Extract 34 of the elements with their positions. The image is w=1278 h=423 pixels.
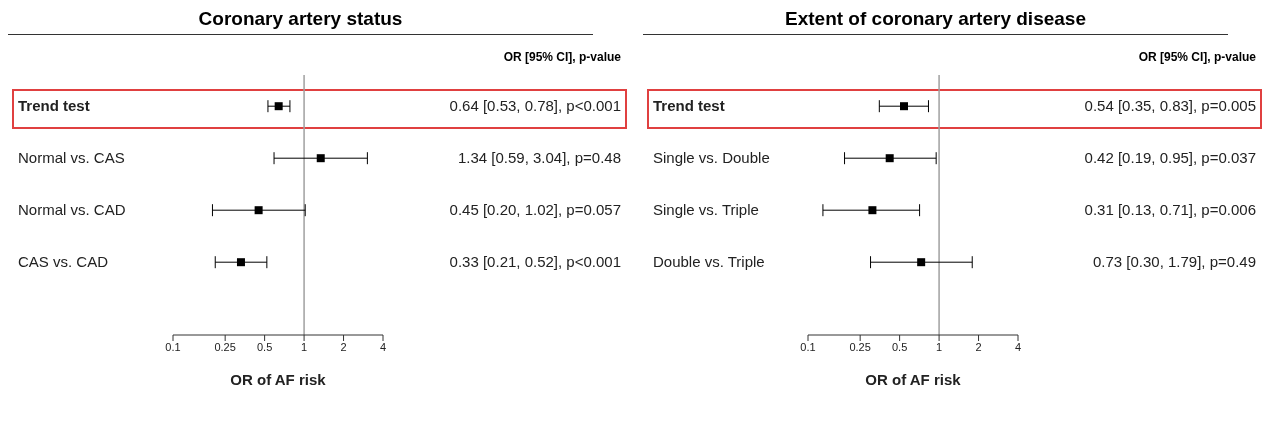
y-tick-label: Trend test	[18, 97, 90, 115]
data-label: 0.54 [0.35, 0.83], p=0.005	[1084, 97, 1256, 115]
x-tick-label: 0.1	[165, 340, 181, 353]
x-tick-label: 0.25	[849, 340, 871, 353]
data-label: 1.34 [0.59, 3.04], p=0.48	[457, 149, 621, 167]
x-axis-title: OR of AF risk	[865, 371, 962, 388]
x-tick-label: 0.1	[800, 340, 816, 353]
x-tick-label: 0.5	[256, 340, 273, 353]
data-label: 0.33 [0.21, 0.52], p<0.001	[449, 253, 621, 271]
data-label: 0.64 [0.53, 0.78], p<0.001	[449, 97, 621, 115]
x-tick-label: 2	[975, 340, 982, 353]
x-tick-label: 1	[301, 340, 308, 353]
chart-title: Extent of coronary artery disease	[643, 8, 1228, 35]
x-tick-label: 4	[379, 340, 387, 353]
y-tick-label: Normal vs. CAS	[18, 149, 125, 167]
x-tick-label: 1	[936, 340, 943, 353]
data-label: 0.73 [0.30, 1.79], p=0.49	[1092, 253, 1256, 271]
data-label: 0.45 [0.20, 1.02], p=0.057	[449, 201, 621, 219]
x-tick-label: 4	[1014, 340, 1022, 353]
x-axis-title: OR of AF risk	[230, 371, 327, 388]
chart-title: Coronary artery status	[8, 8, 593, 35]
y-tick-label: Trend test	[653, 97, 725, 115]
y-tick-label: CAS vs. CAD	[18, 253, 109, 271]
data-label: 0.42 [0.19, 0.95], p=0.037	[1084, 149, 1256, 167]
y-tick-label: Single vs. Double	[653, 149, 770, 167]
data-label: 0.31 [0.13, 0.71], p=0.006	[1084, 201, 1256, 219]
y-tick-label: Single vs. Triple	[653, 201, 759, 219]
x-tick-label: 2	[340, 340, 347, 353]
text: OR [95% CI], p-value	[503, 50, 621, 64]
x-tick-label: 0.5	[891, 340, 908, 353]
x-tick-label: 0.25	[214, 340, 236, 353]
text: OR [95% CI], p-value	[1138, 50, 1256, 64]
y-tick-label: Double vs. Triple	[653, 253, 765, 271]
y-tick-label: Normal vs. CAD	[18, 201, 126, 219]
